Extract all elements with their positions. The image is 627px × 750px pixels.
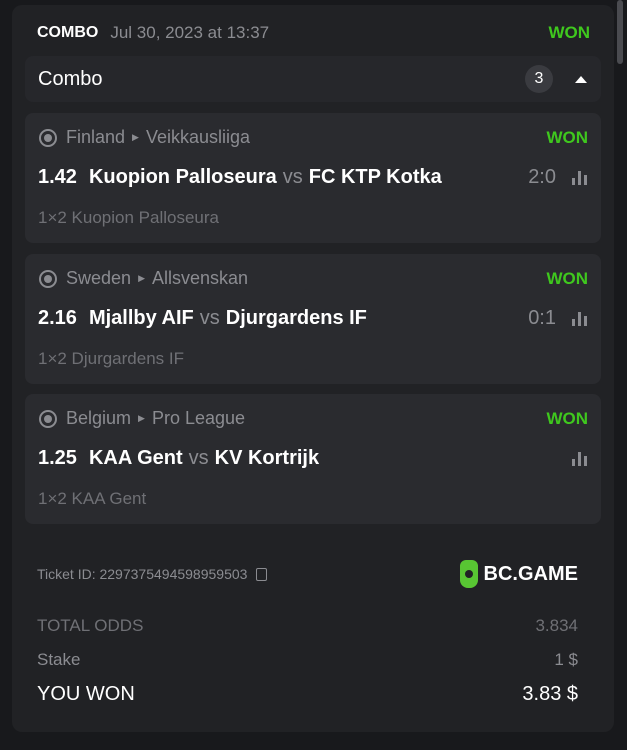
stats-icon[interactable] — [572, 451, 587, 466]
copy-icon[interactable] — [256, 567, 268, 581]
scrollbar[interactable] — [617, 0, 623, 64]
combo-title: Combo — [38, 67, 103, 90]
league: Allsvenskan — [151, 268, 249, 288]
won-label: YOU WON — [37, 683, 135, 705]
market: 1×2 Kuopion Palloseura — [38, 208, 219, 227]
odds: 2.16 — [38, 307, 77, 329]
away-team: KV Kortrijk — [214, 447, 320, 469]
match-row: 1.42 Kuopion Palloseura vs FC KTP Kotka … — [38, 166, 587, 189]
won-value: 3.83 $ — [522, 683, 578, 705]
vs-label: vs — [199, 307, 220, 329]
selection-status: WON — [546, 408, 588, 428]
league-row: Finland ▶ Veikkausliiga WON — [39, 127, 588, 148]
odds: 1.25 — [38, 447, 77, 469]
selection-card[interactable]: Finland ▶ Veikkausliiga WON 1.42 Kuopion… — [25, 113, 601, 243]
match-row: 2.16 Mjallby AIF vs Djurgardens IF 0:1 — [38, 307, 587, 330]
soccer-ball-icon — [39, 269, 57, 288]
brand-logo: BC.GAME — [459, 560, 578, 588]
market: 1×2 Djurgardens IF — [38, 349, 184, 368]
bet-date: Jul 30, 2023 at 13:37 — [110, 23, 270, 42]
score: 0:1 — [528, 307, 556, 329]
away-team: Djurgardens IF — [225, 307, 367, 329]
selection-count-badge: 3 — [525, 65, 553, 93]
vs-label: vs — [282, 166, 303, 188]
ticket-id-text: Ticket ID: 2297375494598959503 — [37, 566, 248, 582]
odds: 1.42 — [38, 166, 77, 188]
stake-row: Stake 1 $ — [37, 650, 578, 670]
bet-header: COMBO Jul 30, 2023 at 13:37 WON — [37, 23, 590, 43]
league-row: Sweden ▶ Allsvenskan WON — [39, 268, 588, 289]
selection-status: WON — [546, 127, 588, 147]
selection-card[interactable]: Belgium ▶ Pro League WON 1.25 KAA Gent v… — [25, 394, 601, 524]
home-team: Kuopion Palloseura — [88, 166, 277, 188]
stats-icon[interactable] — [572, 170, 587, 185]
selection-status: WON — [546, 268, 588, 288]
bc-game-logo-icon — [459, 560, 478, 588]
combo-toggle[interactable]: Combo 3 — [25, 56, 601, 102]
bet-status: WON — [548, 23, 590, 42]
score: 2:0 — [528, 166, 556, 188]
country: Sweden — [66, 268, 132, 288]
stake-label: Stake — [37, 650, 81, 669]
chevron-right-icon: ▶ — [132, 132, 139, 142]
market: 1×2 KAA Gent — [38, 489, 147, 508]
away-team: FC KTP Kotka — [308, 166, 442, 188]
bet-card: COMBO Jul 30, 2023 at 13:37 WON Combo 3 … — [12, 5, 614, 732]
stake-value: 1 $ — [554, 650, 578, 669]
match-row: 1.25 KAA Gent vs KV Kortrijk — [38, 447, 587, 470]
league: Veikkausliiga — [145, 127, 251, 147]
total-odds-value: 3.834 — [535, 616, 578, 635]
soccer-ball-icon — [39, 128, 57, 147]
league-row: Belgium ▶ Pro League WON — [39, 408, 588, 429]
soccer-ball-icon — [39, 409, 57, 428]
chevron-right-icon: ▶ — [138, 273, 145, 283]
caret-up-icon[interactable] — [575, 75, 587, 83]
home-team: KAA Gent — [88, 447, 183, 469]
vs-label: vs — [188, 447, 209, 469]
stats-icon[interactable] — [572, 311, 587, 326]
chevron-right-icon: ▶ — [138, 413, 145, 423]
country: Belgium — [66, 408, 132, 428]
brand-name: BC.GAME — [483, 562, 578, 585]
total-odds-row: TOTAL ODDS 3.834 — [37, 616, 578, 636]
selection-card[interactable]: Sweden ▶ Allsvenskan WON 2.16 Mjallby AI… — [25, 254, 601, 384]
league: Pro League — [151, 408, 246, 428]
bet-type: COMBO — [37, 24, 99, 41]
total-odds-label: TOTAL ODDS — [37, 616, 144, 635]
ticket-id: Ticket ID: 2297375494598959503 — [37, 566, 268, 582]
home-team: Mjallby AIF — [88, 307, 194, 329]
won-row: YOU WON 3.83 $ — [37, 683, 578, 706]
country: Finland — [66, 127, 126, 147]
